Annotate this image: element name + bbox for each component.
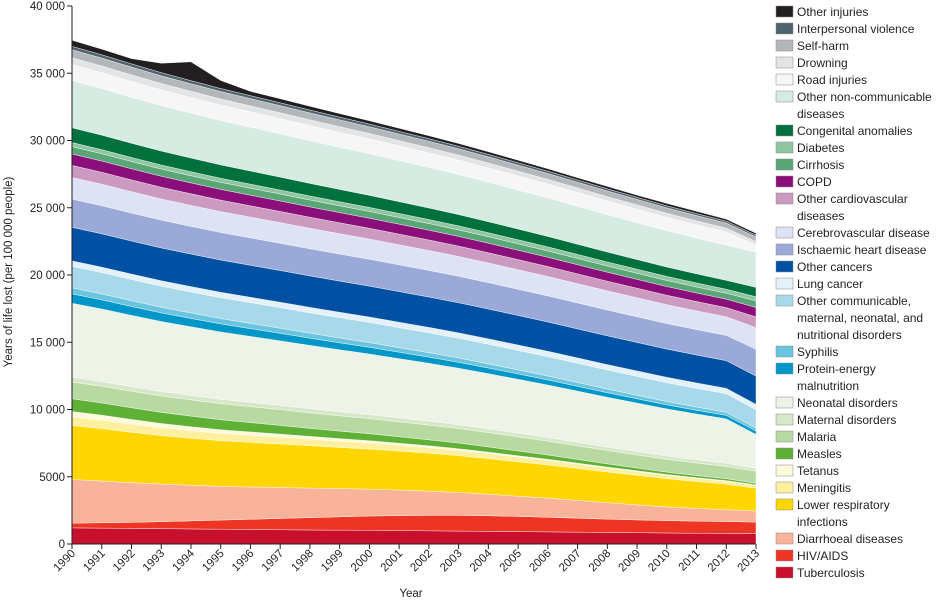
legend-swatch-meningitis (775, 481, 794, 494)
legend-swatch-other-cardiovascular-diseases (775, 192, 794, 205)
x-tick-label: 2005 (498, 548, 525, 575)
x-tick-label: 2003 (438, 548, 465, 575)
legend-swatch-drowning (775, 56, 794, 69)
y-tick-label: 30 000 (30, 136, 65, 148)
y-tick-label: 10 000 (30, 405, 65, 417)
x-tick-label: 1995 (200, 548, 227, 575)
legend-label-drowning: Drowning (797, 56, 848, 70)
legend-label-interpersonal-violence: Interpersonal violence (797, 22, 915, 36)
x-tick-label: 2002 (408, 548, 435, 575)
legend-swatch-ischaemic-heart-disease (775, 243, 794, 256)
y-tick-label: 0 (59, 539, 65, 551)
legend-label-ischaemic-heart-disease: Ischaemic heart disease (797, 243, 927, 257)
x-tick-label: 2012 (706, 548, 733, 575)
x-tick-label: 1998 (289, 548, 316, 575)
legend-swatch-diarrhoeal-diseases (775, 532, 794, 545)
y-tick-label: 20 000 (30, 270, 65, 282)
x-tick-label: 2006 (527, 548, 554, 575)
legend-swatch-hiv-aids (775, 549, 794, 562)
legend-swatch-other-non-communicable-diseases (775, 90, 794, 103)
legend-swatch-syphilis (775, 345, 794, 358)
legend-label-lower-respiratory-infections: Lower respiratory infections (797, 498, 890, 529)
legend-swatch-measles (775, 447, 794, 460)
y-tick-label: 35 000 (30, 68, 65, 80)
x-tick-label: 2000 (349, 548, 376, 575)
legend-label-meningitis: Meningitis (797, 481, 851, 495)
legend: Other injuries Interpersonal violence Self… (775, 5, 932, 580)
x-tick-label: 1996 (230, 548, 257, 575)
legend-label-other-cancers: Other cancers (797, 260, 872, 274)
x-tick-label: 2008 (587, 548, 614, 575)
legend-label-hiv-aids: HIV/AIDS (797, 549, 848, 563)
legend-swatch-diabetes (775, 141, 794, 154)
legend-swatch-other-cancers (775, 260, 794, 273)
legend-label-lung-cancer: Lung cancer (797, 277, 863, 291)
legend-label-measles: Measles (797, 447, 842, 461)
x-tick-label: 2004 (468, 547, 495, 574)
legend-label-other-injuries: Other injuries (797, 5, 868, 19)
x-tick-label: 1997 (260, 548, 287, 575)
legend-swatch-lung-cancer (775, 277, 794, 290)
legend-swatch-tetanus (775, 464, 794, 477)
legend-label-maternal-disorders: Maternal disorders (797, 413, 896, 427)
x-tick-label: 1993 (141, 548, 168, 575)
x-tick-label: 1991 (81, 548, 108, 575)
legend-swatch-copd (775, 175, 794, 188)
legend-label-diarrhoeal-diseases: Diarrhoeal diseases (797, 532, 903, 546)
legend-label-cerebrovascular-disease: Cerebrovascular disease (797, 226, 930, 240)
legend-label-other-non-communicable-diseases: Other non-communicable diseases (797, 90, 932, 121)
legend-label-road-injuries: Road injuries (797, 73, 867, 87)
legend-label-neonatal-disorders: Neonatal disorders (797, 396, 898, 410)
x-tick-label: 2011 (677, 548, 703, 574)
x-tick-label: 2010 (646, 548, 673, 575)
legend-label-syphilis: Syphilis (797, 345, 838, 359)
legend-label-cirrhosis: Cirrhosis (797, 158, 844, 172)
legend-label-malaria: Malaria (797, 430, 837, 444)
y-tick-label: 40 000 (30, 1, 65, 13)
legend-swatch-road-injuries (775, 73, 794, 86)
x-tick-label: 2009 (617, 548, 644, 575)
legend-swatch-neonatal-disorders (775, 396, 794, 409)
legend-swatch-tuberculosis (775, 566, 794, 579)
legend-swatch-interpersonal-violence (775, 22, 794, 35)
legend-swatch-malaria (775, 430, 794, 443)
legend-swatch-self-harm (775, 39, 794, 52)
legend-label-protein-energy-malnutrition: Protein-energy malnutrition (797, 362, 876, 393)
legend-swatch-maternal-disorders (775, 413, 794, 426)
x-tick-label: 1990 (52, 548, 79, 575)
area-series-other-injuries (71, 40, 757, 236)
y-tick-label: 25 000 (30, 203, 65, 215)
legend-label-copd: COPD (797, 175, 832, 189)
legend-label-congenital-anomalies: Congenital anomalies (797, 124, 912, 138)
legend-label-self-harm: Self-harm (797, 39, 849, 53)
legend-swatch-lower-respiratory-infections (775, 498, 794, 511)
y-tick-label: 5000 (39, 472, 65, 484)
legend-label-diabetes: Diabetes (797, 141, 844, 155)
legend-swatch-congenital-anomalies (775, 124, 794, 137)
x-axis-title: Year (399, 588, 422, 600)
area-layers (71, 40, 757, 545)
legend-swatch-other-injuries (775, 5, 794, 18)
legend-swatch-other-communicable-maternal-neonatal-and-nutritional-disorders (775, 294, 794, 307)
legend-label-other-cardiovascular-diseases: Other cardiovascular diseases (797, 192, 908, 223)
x-tick-label: 2013 (736, 548, 763, 575)
x-tick-label: 2001 (379, 548, 406, 575)
x-tick-label: 1999 (319, 548, 346, 575)
legend-label-tuberculosis: Tuberculosis (797, 566, 865, 580)
y-axis-title: Years of life lost (per 100 000 people) (3, 176, 15, 367)
legend-swatch-cerebrovascular-disease (775, 226, 794, 239)
y-tick-label: 15 000 (30, 337, 65, 349)
x-tick-label: 1992 (111, 548, 138, 575)
legend-label-tetanus: Tetanus (797, 464, 839, 478)
legend-swatch-protein-energy-malnutrition (775, 362, 794, 375)
legend-label-other-communicable-maternal-neonatal-and-nutritional-disorders: Other communicable, maternal, neonatal, a… (797, 294, 923, 342)
x-tick-label: 2007 (557, 548, 584, 575)
x-tick-label: 1994 (170, 547, 197, 574)
legend-swatch-cirrhosis (775, 158, 794, 171)
